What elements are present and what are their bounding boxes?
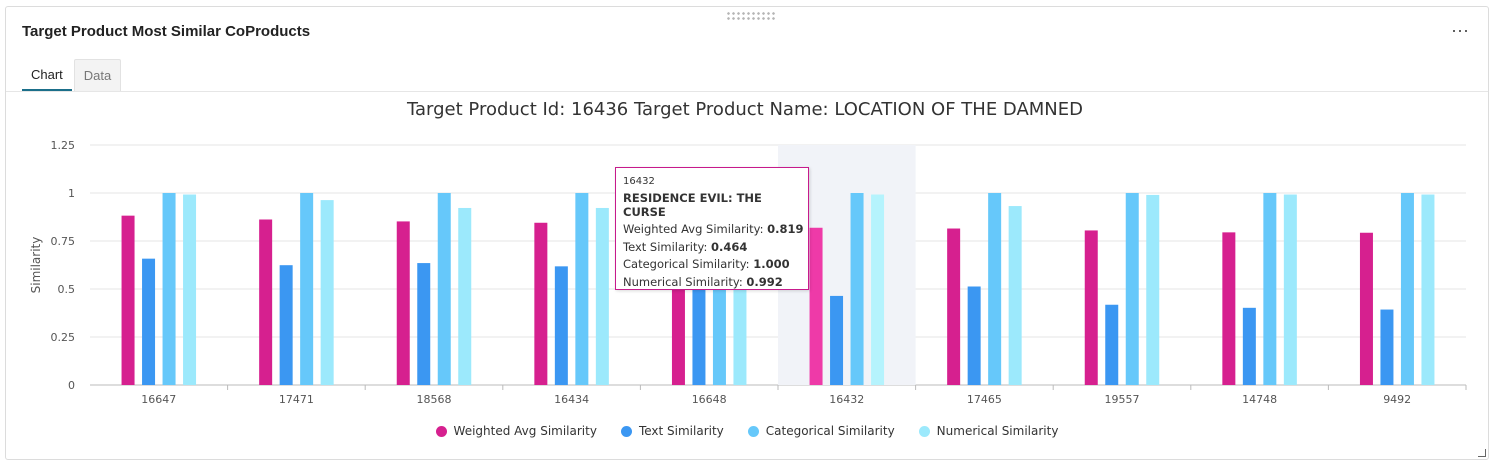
legend-label: Text Similarity xyxy=(638,424,724,438)
bar[interactable] xyxy=(458,207,472,385)
legend-swatch xyxy=(620,425,632,437)
bar[interactable] xyxy=(554,266,568,385)
bar[interactable] xyxy=(1105,304,1119,385)
tooltip-product-name: RESIDENCE EVIL: THE CURSE xyxy=(623,191,762,219)
bar[interactable] xyxy=(988,193,1002,385)
bar[interactable] xyxy=(142,258,156,385)
bar[interactable] xyxy=(396,221,410,385)
tooltip-row: Weighted Avg Similarity: 0.819 xyxy=(623,222,804,236)
chart-legend: Weighted Avg Similarity Text Similarity Ca… xyxy=(0,424,1494,438)
x-tick-label: 16648 xyxy=(692,393,727,406)
bar[interactable] xyxy=(259,219,273,385)
chart-panel: Target Product Most Similar CoProducts ⋯… xyxy=(5,6,1489,460)
legend-label: Categorical Similarity xyxy=(765,424,895,438)
bar[interactable] xyxy=(1146,194,1160,385)
x-tick-label: 14748 xyxy=(1242,393,1277,406)
bar[interactable] xyxy=(437,193,451,385)
bar[interactable] xyxy=(1380,309,1394,385)
legend-item[interactable]: Numerical Similarity xyxy=(918,424,1059,438)
bar[interactable] xyxy=(850,193,864,385)
x-tick-label: 18568 xyxy=(417,393,452,406)
bar[interactable] xyxy=(967,286,981,385)
bar[interactable] xyxy=(1242,307,1256,385)
x-tick-label: 9492 xyxy=(1383,393,1411,406)
bar[interactable] xyxy=(947,228,961,385)
bar[interactable] xyxy=(162,193,176,385)
tooltip-row: Categorical Similarity: 1.000 xyxy=(623,257,790,271)
tooltip-row: Text Similarity: 0.464 xyxy=(623,239,748,254)
bar[interactable] xyxy=(121,215,135,385)
legend-item[interactable]: Weighted Avg Similarity xyxy=(435,424,597,438)
bar[interactable] xyxy=(279,265,293,385)
bar[interactable] xyxy=(1008,206,1022,385)
bar[interactable] xyxy=(692,282,706,385)
chart-title: Target Product Id: 16436 Target Product … xyxy=(406,99,1083,120)
y-tick-label: 0.75 xyxy=(51,235,76,248)
bar[interactable] xyxy=(1222,232,1236,385)
tab-data[interactable]: Data xyxy=(73,59,122,91)
bar[interactable] xyxy=(1400,193,1414,385)
y-tick-label: 0.5 xyxy=(58,283,76,296)
tooltip-id: 16432 xyxy=(623,176,655,187)
x-tick-label: 16434 xyxy=(554,393,589,406)
y-axis-label: Similarity xyxy=(29,237,43,294)
bar[interactable] xyxy=(1125,193,1139,385)
x-tick-label: 16432 xyxy=(829,393,864,406)
tab-bar: Chart Data xyxy=(22,59,123,91)
bar[interactable] xyxy=(595,207,609,385)
bar[interactable] xyxy=(1359,232,1373,385)
panel-title: Target Product Most Similar CoProducts xyxy=(22,23,311,40)
legend-swatch xyxy=(918,425,930,437)
bar[interactable] xyxy=(320,200,334,385)
chart-tooltip: 16432 RESIDENCE EVIL: THE CURSE Weighted… xyxy=(615,167,809,290)
bar[interactable] xyxy=(809,227,823,385)
more-options-icon[interactable]: ⋯ xyxy=(1451,21,1470,41)
bar[interactable] xyxy=(1263,193,1277,385)
resize-handle[interactable] xyxy=(1478,449,1486,457)
y-tick-label: 0.25 xyxy=(51,331,76,344)
y-tick-label: 1.25 xyxy=(51,139,76,152)
bar[interactable] xyxy=(417,263,431,385)
legend-swatch xyxy=(435,425,447,437)
legend-item[interactable]: Categorical Similarity xyxy=(747,424,895,438)
tab-chart[interactable]: Chart xyxy=(22,59,72,91)
legend-label: Weighted Avg Similarity xyxy=(453,424,597,438)
bar[interactable] xyxy=(575,193,589,385)
y-tick-label: 0 xyxy=(68,379,75,392)
bar[interactable] xyxy=(534,222,548,385)
legend-item[interactable]: Text Similarity xyxy=(620,424,724,438)
bar[interactable] xyxy=(300,193,314,385)
legend-label: Numerical Similarity xyxy=(936,424,1059,438)
x-tick-label: 19557 xyxy=(1105,393,1140,406)
y-tick-label: 1 xyxy=(68,187,75,200)
bar[interactable] xyxy=(871,194,885,385)
bar[interactable] xyxy=(1421,194,1435,385)
legend-swatch xyxy=(747,425,759,437)
drag-handle[interactable] xyxy=(726,11,776,21)
x-tick-label: 17465 xyxy=(967,393,1002,406)
bar[interactable] xyxy=(830,295,844,385)
x-tick-label: 17471 xyxy=(279,393,314,406)
x-tick-label: 16647 xyxy=(141,393,176,406)
bar[interactable] xyxy=(1084,230,1098,385)
tab-divider xyxy=(6,91,1488,92)
bar[interactable] xyxy=(183,194,197,385)
tooltip-row: Numerical Similarity: 0.992 xyxy=(623,274,783,289)
bar[interactable] xyxy=(1283,194,1297,385)
